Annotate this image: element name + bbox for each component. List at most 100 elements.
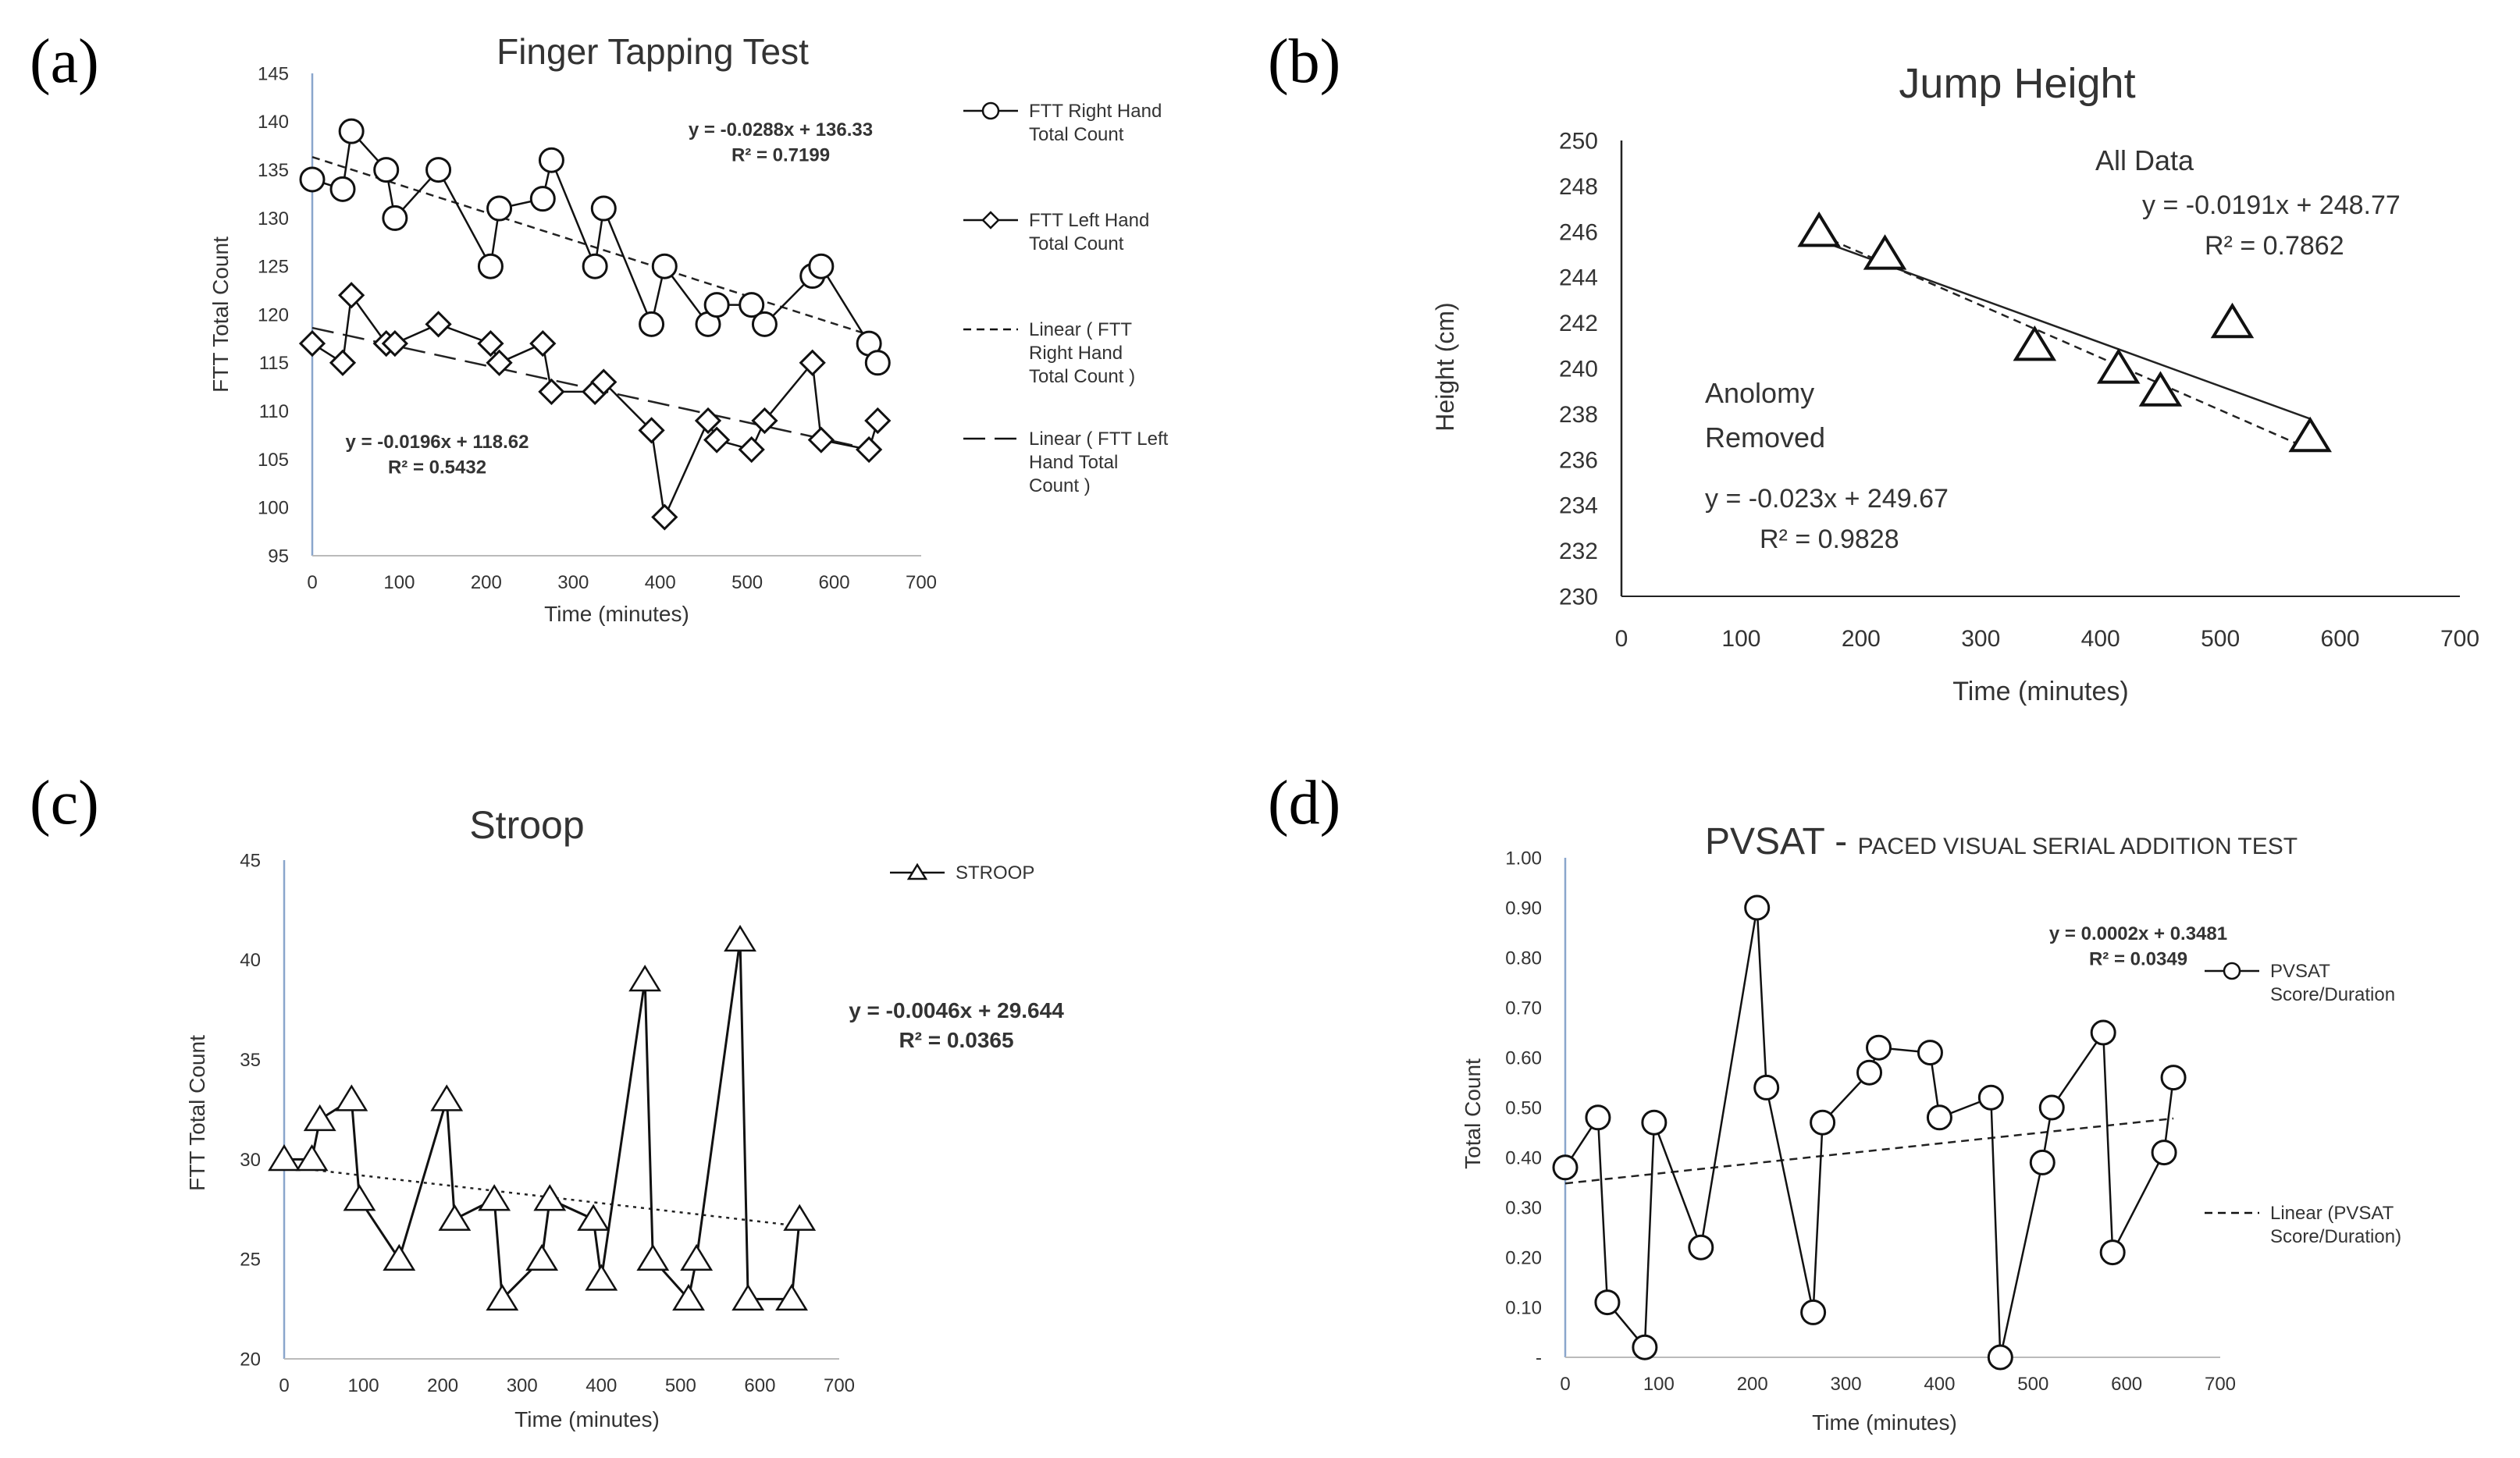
data-point [590,195,617,222]
panel-label-d: (d) [1268,769,1341,837]
legend-label: Linear ( FTT [1029,319,1132,340]
trendline-r2: R² = 0.7199 [731,144,830,165]
chart-pvsat: PVSAT - PACED VISUAL SERIAL ADDITION TES… [1461,821,2401,1435]
data-point [1552,1154,1579,1181]
chart-finger-tapping: Finger Tapping Test 95 100 105 110 115 120 125 1… [208,31,1169,626]
data-point [783,1204,817,1231]
data-point [383,1243,416,1271]
y-tick-label: 140 [258,112,289,133]
trendline-equation: y = 0.0002x + 0.3481 [2049,923,2227,944]
legend-label: Score/Duration) [2270,1226,2401,1247]
legend-label: Linear ( FTT Left [1029,429,1169,450]
data-point [430,1084,464,1111]
x-tick-label: 0 [1560,1374,1570,1395]
data-point [529,329,557,357]
y-tick-label: 45 [240,850,261,871]
y-tick-label: 120 [258,304,289,325]
data-point [303,1104,336,1132]
data-point [628,964,662,992]
x-tick-label: 100 [1643,1374,1675,1395]
trendline [1818,233,2311,450]
legend-label: Total Count [1029,124,1124,145]
x-tick-label: 100 [383,572,415,593]
x-tick-label: 600 [744,1375,775,1396]
y-tick-label: 236 [1559,447,1598,473]
data-point [1797,211,1841,247]
chart-title: Jump Height [1899,60,2135,107]
data-point [299,166,326,193]
data-point [425,157,452,183]
y-axis-label: FTT Total Count [185,1035,209,1191]
data-point [680,1243,714,1271]
legend-marker [906,862,928,880]
data-point [1856,1059,1883,1086]
data-point [381,329,408,357]
y-tick-label: 95 [268,546,289,567]
panel-c: (c) Stroop 20 25 30 35 40 45 0 100 200 300 400 500 60… [0,729,1260,1458]
x-tick-label: 600 [2111,1374,2142,1395]
trendline [1818,239,2311,420]
trendline-label: Anolomy [1705,377,1814,409]
x-tick-label: 500 [665,1375,696,1396]
data-point [478,1184,511,1211]
chart-title: Stroop [469,803,584,847]
x-tick-label: 0 [1615,626,1628,652]
x-tick-label: 100 [1721,626,1760,652]
y-axis-label: Height (cm) [1431,302,1459,431]
legend-label: Total Count [1029,233,1124,254]
data-point [856,436,883,464]
y-tick-label: 0.30 [1505,1197,1542,1218]
y-tick-label: 232 [1559,539,1598,564]
x-tick-label: 500 [2201,626,2240,652]
y-tick-label: 238 [1559,402,1598,428]
x-axis-label: Time (minutes) [1952,677,2128,706]
x-tick-label: 700 [2440,626,2479,652]
x-tick-label: 200 [1737,1374,1768,1395]
legend-label: Right Hand [1029,343,1123,364]
x-tick-label: 200 [1842,626,1881,652]
y-tick-label: 135 [258,160,289,181]
panel-label-b: (b) [1268,27,1341,96]
data-point [329,349,357,376]
x-tick-label: 700 [906,572,937,593]
legend-label: FTT Left Hand [1029,210,1149,231]
data-point [2090,1019,2116,1046]
x-axis-label: Time (minutes) [544,602,689,626]
x-tick-label: 100 [348,1375,379,1396]
data-point [486,195,513,222]
series-line [311,292,879,521]
trendline-equation: y = -0.0046x + 29.644 [849,998,1064,1022]
data-point [739,292,765,318]
trendline-equation: y = -0.0191x + 248.77 [2142,190,2401,220]
trendline-r2: R² = 0.7862 [2205,231,2344,261]
data-point [694,407,722,435]
trendline-r2: R² = 0.9828 [1760,525,1899,554]
data-point [538,147,564,173]
data-point [1688,1234,1714,1261]
series-line [284,940,801,1302]
data-point [1926,1104,1952,1131]
data-point [2288,416,2332,453]
x-axis-label: Time (minutes) [1812,1410,1957,1435]
y-tick-label: 242 [1559,311,1598,336]
y-tick-label: 0.10 [1505,1297,1542,1318]
data-point [1866,1034,1892,1061]
data-point [731,1283,765,1311]
data-point [638,417,665,444]
data-point [1744,894,1771,921]
legend-label: Count ) [1029,475,1091,496]
data-point [1641,1109,1668,1136]
data-point [651,503,678,531]
y-tick-label: 248 [1559,174,1598,200]
data-point [724,924,756,952]
y-tick-label: 250 [1559,129,1598,155]
y-tick-label: 130 [258,208,289,229]
data-point [808,253,835,279]
data-point [2029,1149,2056,1175]
y-tick-label: 145 [258,63,289,84]
data-point [338,282,365,309]
y-tick-label: 125 [258,257,289,278]
x-tick-label: 400 [1924,1374,1955,1395]
data-point [1594,1289,1621,1316]
y-tick-label: 230 [1559,585,1598,610]
